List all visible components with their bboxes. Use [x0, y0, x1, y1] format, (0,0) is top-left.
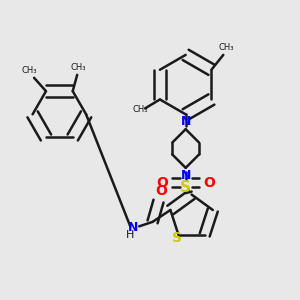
Text: CH₃: CH₃ [71, 63, 86, 72]
Text: N: N [181, 115, 191, 128]
Text: N: N [128, 221, 138, 234]
Text: O: O [156, 176, 168, 190]
Text: CH₃: CH₃ [133, 105, 148, 114]
Text: O: O [156, 184, 167, 198]
Text: CH₃: CH₃ [22, 66, 38, 75]
Text: S: S [180, 180, 191, 195]
Text: O: O [203, 176, 215, 190]
Text: CH₃: CH₃ [218, 43, 234, 52]
Text: N: N [181, 169, 191, 182]
Text: H: H [126, 230, 134, 240]
Text: S: S [172, 231, 182, 245]
